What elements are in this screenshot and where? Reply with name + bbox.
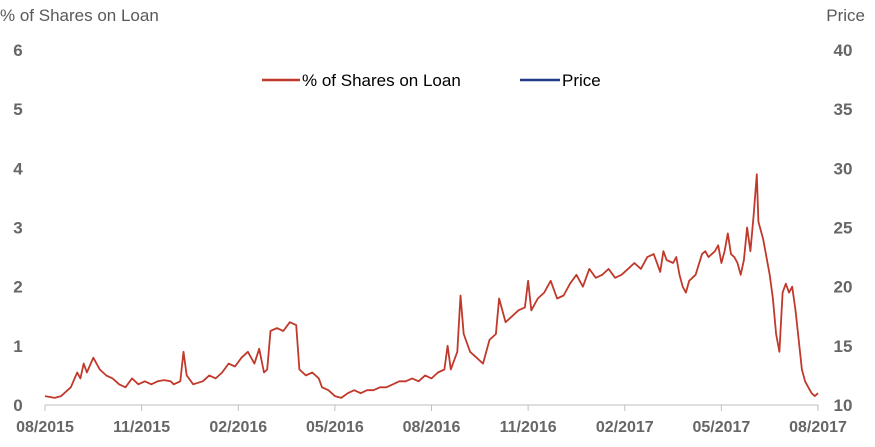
y-right-tick-label: 20 xyxy=(834,278,853,297)
x-tick-label: 08/2015 xyxy=(16,419,74,436)
legend-label-shares-on-loan: % of Shares on Loan xyxy=(302,71,461,90)
x-tick-label: 11/2016 xyxy=(500,419,557,436)
y-right-tick-label: 30 xyxy=(834,159,853,178)
right-axis-title: Price xyxy=(826,6,865,25)
y-right-tick-label: 25 xyxy=(834,219,853,238)
y-right-tick-label: 35 xyxy=(834,100,853,119)
y-left-tick-label: 1 xyxy=(13,337,22,356)
y-right-tick-label: 40 xyxy=(834,41,853,60)
series-line-shares-on-loan xyxy=(44,173,819,399)
left-axis-title: % of Shares on Loan xyxy=(0,6,159,25)
y-left-tick-label: 4 xyxy=(13,159,23,178)
chart-axes: 0 1 2 3 4 5 6 10 15 20 25 30 35 40 08/2015 11/2015 02/20… xyxy=(13,41,852,436)
y-left-tick-label: 3 xyxy=(13,219,22,238)
x-tick-label: 02/2017 xyxy=(596,419,654,436)
y-left-tick-label: 0 xyxy=(13,396,22,415)
series-layer xyxy=(44,173,819,399)
x-tick-label: 02/2016 xyxy=(209,419,267,436)
y-left-tick-label: 6 xyxy=(13,41,22,60)
legend-label-price: Price xyxy=(562,71,601,90)
x-tick-label: 11/2015 xyxy=(113,419,170,436)
x-tick-label: 05/2016 xyxy=(306,419,364,436)
x-tick-label: 08/2016 xyxy=(403,419,461,436)
x-tick-label: 08/2017 xyxy=(789,419,847,436)
x-tick-label: 05/2017 xyxy=(692,419,750,436)
y-left-tick-label: 2 xyxy=(13,278,22,297)
y-right-tick-label: 10 xyxy=(834,396,853,415)
chart-legend: % of Shares on Loan Price xyxy=(262,71,601,90)
y-left-tick-label: 5 xyxy=(13,100,22,119)
y-right-tick-label: 15 xyxy=(834,337,853,356)
